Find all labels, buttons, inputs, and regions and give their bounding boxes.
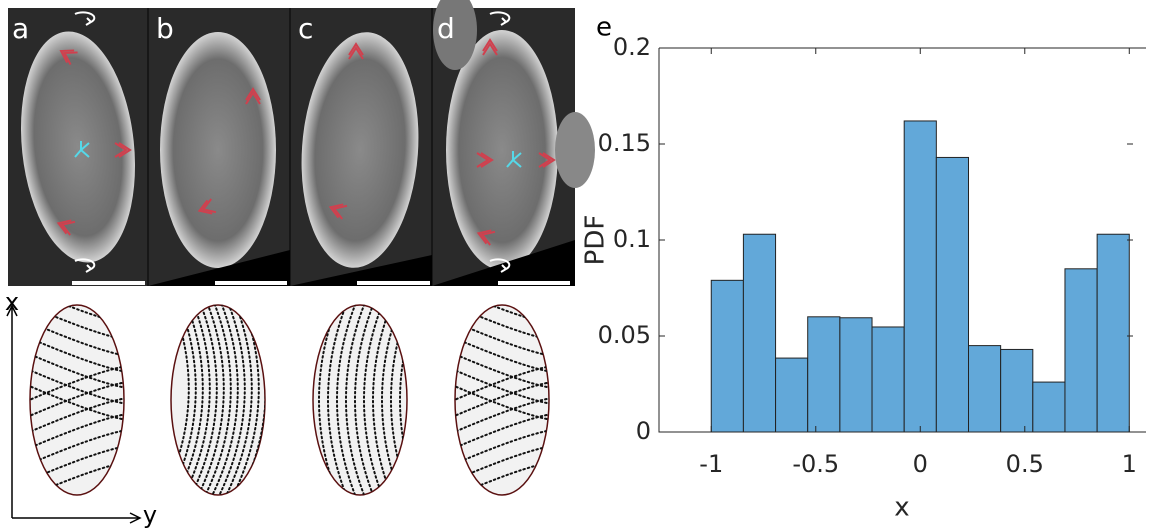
x-axis-label: x (894, 493, 909, 523)
bar (839, 317, 873, 433)
bar (807, 316, 841, 433)
fibre (188, 305, 218, 495)
x-tick-label: -1 (699, 450, 723, 478)
fibre (223, 305, 253, 495)
bar (903, 120, 937, 433)
cell (446, 30, 558, 270)
cell (21, 31, 135, 263)
fibre (418, 300, 438, 500)
neighbor-cell (555, 112, 595, 188)
cell (160, 32, 276, 268)
bar (1064, 268, 1098, 433)
image-border (148, 240, 575, 286)
x-tick-label: 0.5 (1006, 450, 1044, 478)
fibre (455, 397, 549, 434)
axis-label: y (143, 501, 157, 529)
cell-outline (29, 304, 125, 496)
y-tick-label: 0.2 (613, 33, 651, 61)
fibre (209, 305, 239, 495)
fibre (181, 305, 211, 495)
fibre (30, 336, 124, 373)
fibre (30, 429, 124, 466)
panel-label: c (298, 12, 313, 45)
neighbor-cell (433, 0, 477, 70)
cell-outline (170, 304, 266, 496)
panel-label: d (437, 12, 455, 45)
y-tick-label: 0 (636, 417, 651, 445)
fibre (455, 381, 549, 418)
fibre (399, 305, 407, 495)
axis-arrows (6, 304, 142, 524)
microscopy-panels: a b c d (8, 0, 595, 286)
fibre (327, 305, 349, 495)
axis-label: x (5, 288, 19, 316)
fibre (372, 305, 394, 495)
panel-label: a (12, 12, 29, 45)
fibre (30, 397, 124, 434)
fibre (30, 365, 124, 402)
x-tick-label: 1 (1122, 450, 1137, 478)
cell-outline (454, 304, 550, 496)
bar (1000, 348, 1034, 433)
bar (710, 279, 744, 433)
bar (871, 326, 905, 433)
panel-label: e (596, 13, 612, 43)
y-tick-label: 0.05 (598, 321, 651, 349)
panel-label: b (156, 12, 174, 45)
fibre (455, 413, 549, 450)
fibre (230, 305, 260, 495)
bar (742, 233, 777, 433)
fibre (354, 305, 376, 495)
fibre (30, 381, 124, 418)
fibre (455, 429, 549, 466)
y-tick-label: 0.15 (598, 129, 651, 157)
bar (1096, 233, 1130, 433)
y-axis-label: PDF (581, 215, 611, 266)
bar (935, 156, 970, 433)
fibre (409, 300, 429, 500)
fibre (345, 305, 367, 495)
fibre (30, 413, 124, 450)
bar (775, 357, 809, 433)
x-tick-label: 0 (913, 450, 928, 478)
fibre (455, 336, 549, 373)
fibre (336, 305, 358, 495)
fibre (216, 305, 246, 495)
bar (1032, 381, 1066, 433)
panel-divider (147, 8, 433, 286)
bar (968, 345, 1002, 433)
fibre (195, 305, 225, 495)
schematic: x y (5, 288, 550, 529)
fibre (455, 365, 549, 402)
fibre (363, 305, 385, 495)
cell-outline (312, 304, 408, 496)
fibre (202, 305, 232, 495)
x-tick-label: -0.5 (792, 450, 839, 478)
y-tick-label: 0.1 (613, 225, 651, 253)
